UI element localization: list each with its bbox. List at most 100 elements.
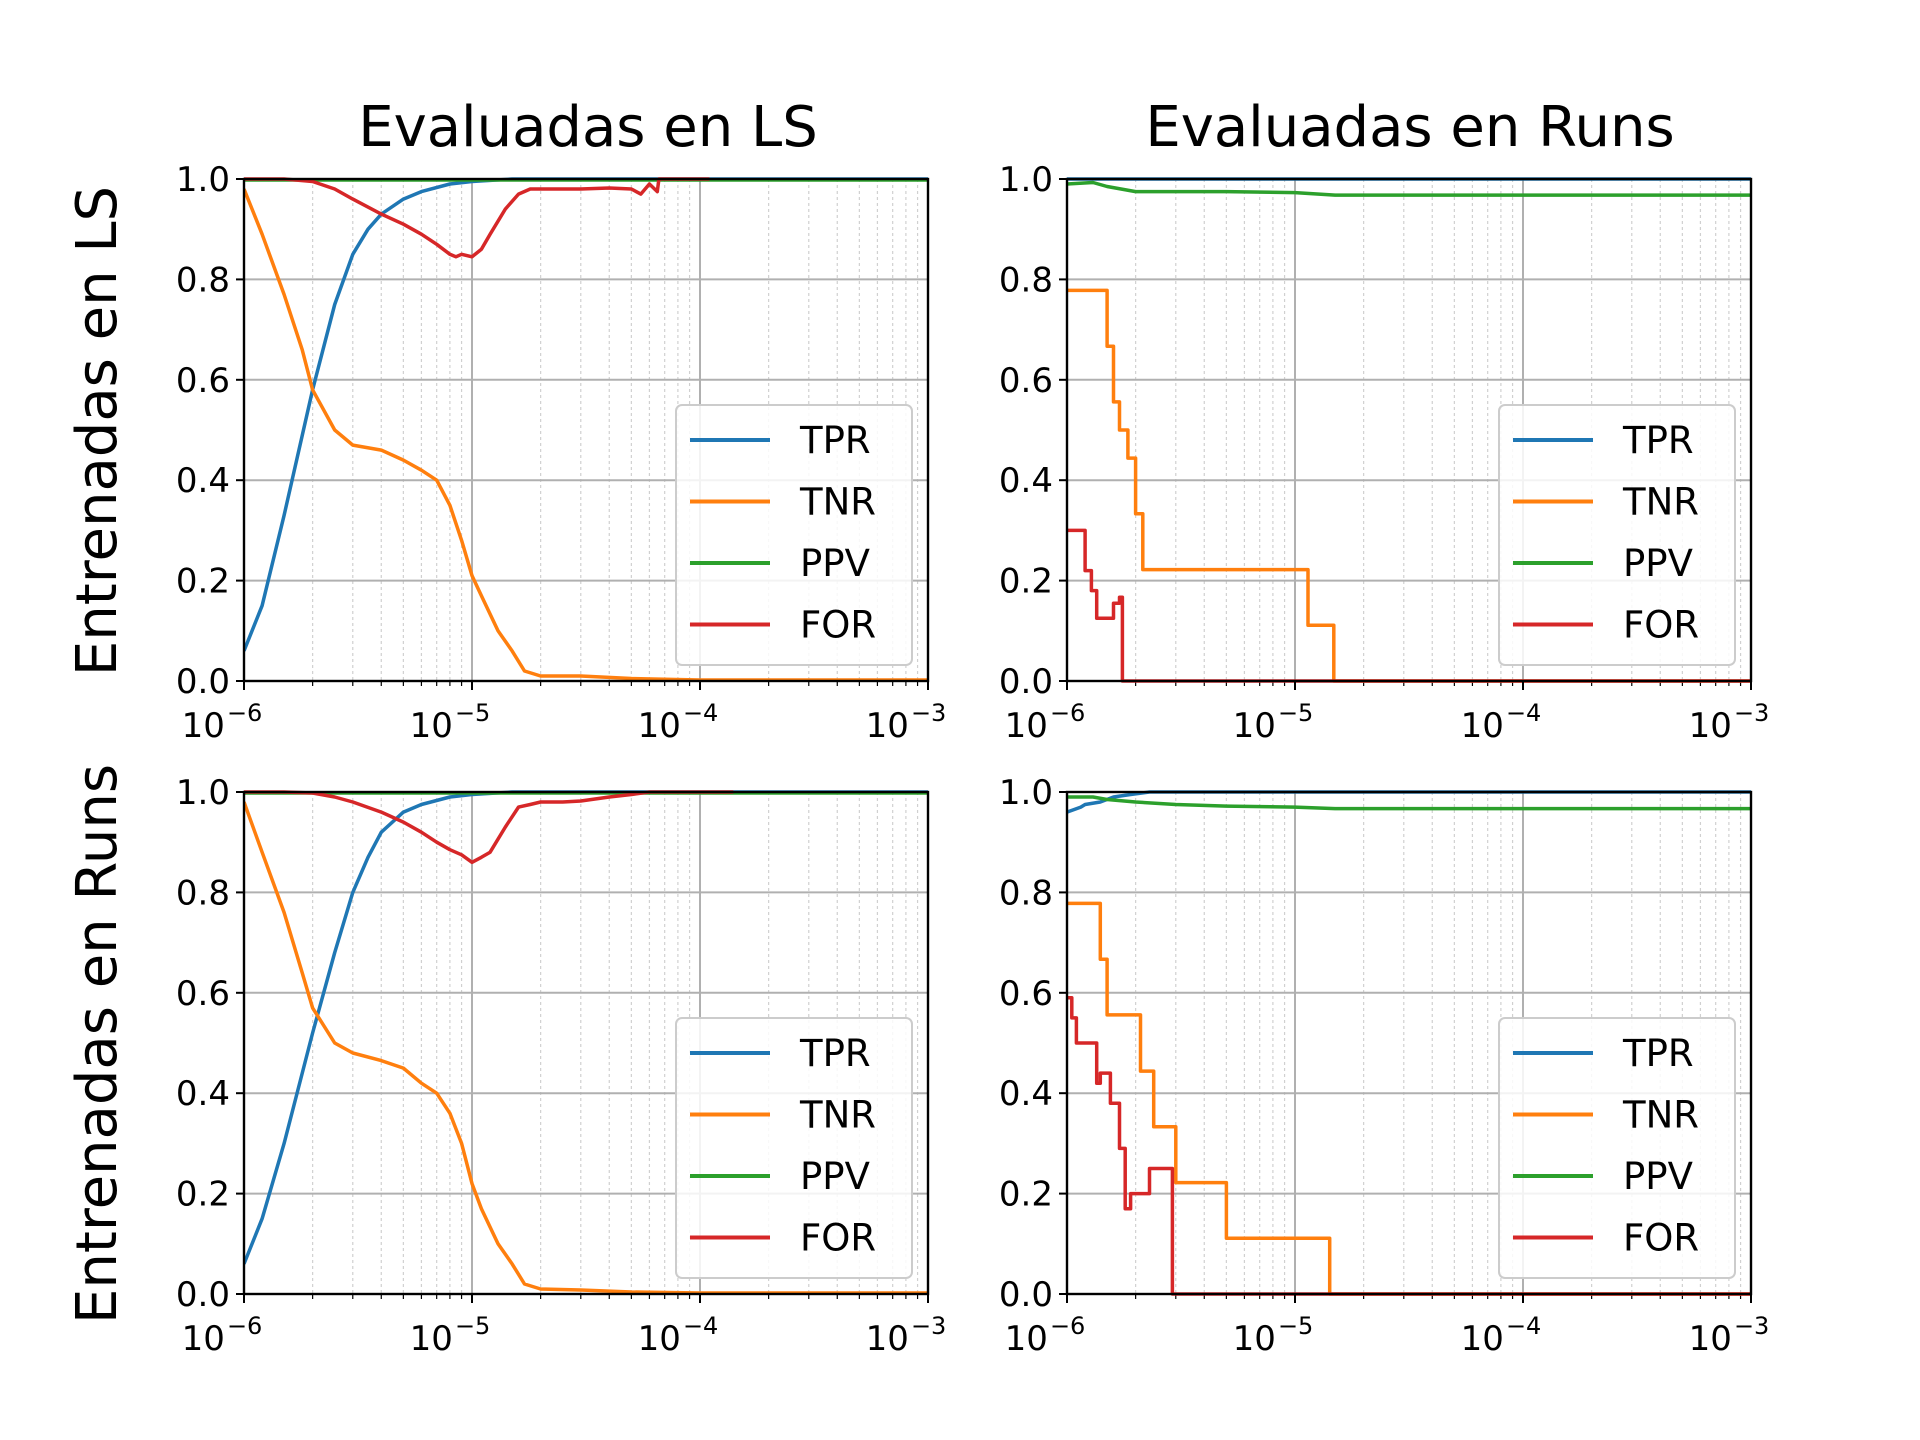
x-tick-exponent: −6 (227, 1312, 262, 1340)
x-tick-label: 10−5 (410, 699, 491, 746)
y-axis: 0.0 0.2 0.4 0.6 0.8 1.0 (999, 160, 1067, 702)
legend-box (675, 404, 913, 666)
legend: TPR TNR PPV FOR (675, 1017, 913, 1279)
col-title-1: Evaluadas en LS (358, 95, 818, 160)
x-tick-exponent: −4 (683, 699, 718, 727)
series-line-ppv (1067, 795, 1751, 811)
x-tick-exponent: −3 (1734, 1312, 1769, 1340)
panel-3: 0.0 0.2 0.4 0.6 0.8 1.0 10−6 10−5 10−4 10−3 TPR TNR… (176, 773, 946, 1359)
x-tick-exponent: −3 (911, 699, 946, 727)
legend-label-for: FOR (1623, 1217, 1699, 1260)
legend-label-for: FOR (1623, 604, 1699, 647)
legend-label-tpr: TPR (1622, 419, 1694, 462)
x-axis: 10−6 10−5 10−4 10−3 (182, 1294, 947, 1359)
legend-label-tnr: TNR (799, 481, 876, 524)
series-line-tnr (1067, 288, 1751, 683)
series-line-for (1067, 528, 1751, 683)
row-titles: Entrenadas en LS Entrenadas en Runs (65, 186, 130, 1324)
x-axis: 10−6 10−5 10−4 10−3 (182, 681, 947, 746)
x-tick-exponent: −4 (683, 1312, 718, 1340)
axes-frame (242, 177, 930, 683)
y-axis: 0.0 0.2 0.4 0.6 0.8 1.0 (999, 773, 1067, 1315)
legend-label-tnr: TNR (1622, 1094, 1699, 1137)
x-tick-label: 10−3 (866, 699, 947, 746)
y-tick-label: 0.0 (999, 662, 1053, 702)
legend-label-tnr: TNR (1622, 481, 1699, 524)
series-line-tnr (244, 801, 928, 1295)
x-tick-exponent: −3 (1734, 699, 1769, 727)
x-axis: 10−6 10−5 10−4 10−3 (1005, 1294, 1770, 1359)
y-axis: 0.0 0.2 0.4 0.6 0.8 1.0 (176, 773, 244, 1315)
y-tick-label: 0.8 (176, 873, 230, 913)
y-tick-label: 1.0 (176, 160, 230, 200)
y-tick-label: 0.4 (176, 1074, 230, 1114)
legend: TPR TNR PPV FOR (675, 404, 913, 666)
x-tick-label: 10−3 (866, 1312, 947, 1359)
y-tick-label: 0.2 (176, 1175, 230, 1215)
legend-label-ppv: PPV (800, 1155, 870, 1198)
row-title-2: Entrenadas en Runs (65, 764, 130, 1324)
axes-frame (1065, 790, 1753, 1296)
panel-4: 0.0 0.2 0.4 0.6 0.8 1.0 10−6 10−5 10−4 10−3 TPR TNR… (999, 773, 1769, 1359)
series-line-for (244, 790, 734, 865)
y-tick-label: 0.2 (999, 562, 1053, 602)
legend-label-ppv: PPV (1623, 542, 1693, 585)
axes-frame (242, 790, 930, 1296)
x-tick-label: 10−5 (410, 1312, 491, 1359)
x-tick-label: 10−4 (1461, 1312, 1542, 1359)
column-titles: Evaluadas en LS Evaluadas en Runs (358, 95, 1674, 160)
legend: TPR TNR PPV FOR (1498, 404, 1736, 666)
y-tick-label: 0.4 (999, 1074, 1053, 1114)
x-tick-exponent: −5 (455, 699, 490, 727)
legend: TPR TNR PPV FOR (1498, 1017, 1736, 1279)
row-title-1: Entrenadas en LS (65, 186, 130, 676)
legend-label-for: FOR (800, 1217, 876, 1260)
panel-1: 0.0 0.2 0.4 0.6 0.8 1.0 10−6 10−5 10−4 10−3 TPR TNR… (176, 160, 946, 746)
y-tick-label: 0.4 (999, 461, 1053, 501)
y-tick-label: 0.0 (176, 1275, 230, 1315)
y-tick-label: 0.6 (999, 974, 1053, 1014)
col-title-2: Evaluadas en Runs (1145, 95, 1674, 160)
x-tick-exponent: −3 (911, 1312, 946, 1340)
y-tick-label: 0.6 (176, 361, 230, 401)
y-tick-label: 0.0 (176, 662, 230, 702)
x-tick-label: 10−4 (638, 699, 719, 746)
x-tick-label: 10−3 (1689, 699, 1770, 746)
x-tick-label: 10−6 (182, 699, 263, 746)
legend-box (675, 1017, 913, 1279)
axes-frame (1065, 177, 1753, 683)
x-tick-exponent: −5 (1278, 699, 1313, 727)
series-line-tnr (1067, 901, 1751, 1296)
legend-label-for: FOR (800, 604, 876, 647)
legend-box (1498, 404, 1736, 666)
legend-label-tpr: TPR (1622, 1032, 1694, 1075)
series-line-for (1067, 996, 1751, 1296)
legend-label-tpr: TPR (799, 419, 871, 462)
x-tick-exponent: −5 (455, 1312, 490, 1340)
legend-box (1498, 1017, 1736, 1279)
x-tick-label: 10−5 (1233, 1312, 1314, 1359)
x-tick-label: 10−5 (1233, 699, 1314, 746)
x-tick-exponent: −6 (1050, 1312, 1085, 1340)
x-tick-label: 10−4 (638, 1312, 719, 1359)
series-line-for (244, 177, 710, 259)
y-tick-label: 1.0 (176, 773, 230, 813)
y-tick-label: 0.2 (999, 1175, 1053, 1215)
series-line-tnr (244, 188, 928, 682)
x-tick-label: 10−3 (1689, 1312, 1770, 1359)
x-tick-label: 10−6 (1005, 1312, 1086, 1359)
y-tick-label: 0.4 (176, 461, 230, 501)
y-tick-label: 0.8 (176, 260, 230, 300)
y-tick-label: 0.6 (176, 974, 230, 1014)
y-tick-label: 1.0 (999, 773, 1053, 813)
x-tick-label: 10−6 (1005, 699, 1086, 746)
y-tick-label: 1.0 (999, 160, 1053, 200)
series-line-ppv (1067, 180, 1751, 197)
legend-label-tnr: TNR (799, 1094, 876, 1137)
series-group (1067, 790, 1751, 1296)
legend-label-tpr: TPR (799, 1032, 871, 1075)
x-tick-label: 10−4 (1461, 699, 1542, 746)
y-tick-label: 0.0 (999, 1275, 1053, 1315)
x-tick-exponent: −6 (1050, 699, 1085, 727)
